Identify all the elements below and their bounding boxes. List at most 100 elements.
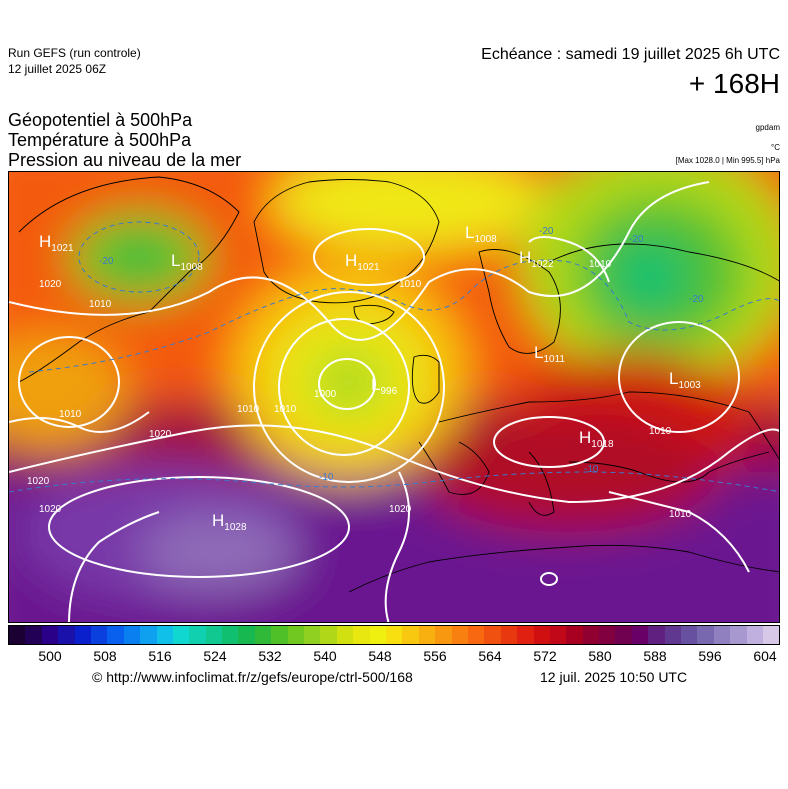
coastlines (18, 176, 779, 593)
isotherm-label: -10 (584, 464, 599, 475)
isobar-label: 1020 (27, 476, 50, 487)
colorbar-swatch (271, 626, 288, 644)
isobar-label: 1010 (274, 404, 297, 415)
colorbar-swatch (385, 626, 403, 644)
colorbar-tick: 580 (588, 648, 612, 664)
colorbar-swatch (238, 626, 255, 644)
colorbar-swatch (304, 626, 321, 644)
isotherm-label: -20 (629, 234, 644, 245)
low-pressure-center: L1011 (534, 343, 565, 365)
colorbar-swatch (418, 626, 436, 644)
colorbar-tick: 516 (148, 648, 172, 664)
title-pressure: Pression au niveau de la mer (8, 150, 242, 170)
colorbar-tick: 532 (258, 648, 282, 664)
isotherms (9, 221, 779, 493)
colorbar-swatch (730, 626, 747, 644)
colorbar-swatch (172, 626, 190, 644)
colorbar-ticks: 500 508 516 524 532 540 548 556 564 572 … (8, 648, 780, 668)
colorbar-swatch (107, 626, 124, 644)
colorbar-swatch (746, 626, 763, 644)
unit-geopotential: gpdam (755, 123, 780, 132)
high-pressure-center: H1021 (345, 251, 380, 273)
colorbar-swatch (9, 626, 26, 644)
colorbar-tick: 508 (93, 648, 117, 664)
colorbar-tick: 540 (313, 648, 337, 664)
isotherm-label: -20 (689, 294, 704, 305)
colorbar-tick: 596 (698, 648, 722, 664)
valid-time: Echéance : samedi 19 juillet 2025 6h UTC (481, 46, 780, 63)
colorbar-swatch (336, 626, 354, 644)
colorbar-swatch (599, 626, 616, 644)
isotherm-label: -20 (99, 256, 114, 267)
colorbar-swatch (320, 626, 337, 644)
colorbar-swatch (25, 626, 42, 644)
colorbar-swatch (402, 626, 419, 644)
isobar-label: 1020 (149, 429, 172, 440)
colorbar-tick: 524 (203, 648, 227, 664)
colorbar-swatch (697, 626, 714, 644)
low-pressure-center: L996 (371, 375, 398, 397)
colorbar-swatch (189, 626, 206, 644)
colorbar-swatch (549, 626, 567, 644)
low-pressure-center: L1008 (465, 223, 497, 245)
isobar-label: 1020 (39, 504, 62, 515)
colorbar-swatch (287, 626, 305, 644)
weather-map: 1020 1010 1010 1020 1020 1010 1000 1010 … (8, 171, 780, 623)
isobar-value-labels: 1020 1010 1010 1020 1020 1010 1000 1010 … (27, 259, 692, 520)
colorbar-swatch (517, 626, 534, 644)
title-geopotential: Géopotentiel à 500hPa (8, 110, 193, 130)
colorbar-swatch (615, 626, 632, 644)
colorbar-swatch (467, 626, 485, 644)
isotherm-label: -10 (319, 472, 334, 483)
colorbar-swatch (369, 626, 386, 644)
high-pressure-center: H1018 (579, 428, 614, 450)
colorbar-swatch (90, 626, 108, 644)
unit-pressure-range: [Max 1028.0 | Min 995.5] hPa (675, 156, 780, 165)
colorbar-tick: 564 (478, 648, 502, 664)
colorbar-swatch (451, 626, 468, 644)
colorbar-tick: 500 (38, 648, 62, 664)
map-canvas: 1020 1010 1010 1020 1020 1010 1000 1010 … (9, 172, 779, 622)
isobar-label: 1020 (389, 504, 412, 515)
colorbar-swatch (533, 626, 550, 644)
colorbar-swatch (74, 626, 91, 644)
isobar-label: 1010 (59, 409, 82, 420)
high-pressure-center: H1028 (212, 511, 247, 533)
geopotential-field (9, 172, 779, 622)
isobar-label: 1010 (89, 299, 112, 310)
colorbar-swatch (58, 626, 75, 644)
run-date: 12 juillet 2025 06Z (8, 62, 107, 76)
low-pressure-center: L1008 (171, 251, 203, 273)
colorbar-swatch (41, 626, 59, 644)
colorbar-swatch (484, 626, 501, 644)
colorbar-swatch (566, 626, 583, 644)
colorbar-swatch (500, 626, 518, 644)
high-pressure-center: H1022 (519, 248, 554, 270)
colorbar-tick: 556 (423, 648, 447, 664)
colorbar-swatch (664, 626, 682, 644)
title-temperature: Température à 500hPa (8, 130, 192, 150)
isobar-label: 1010 (237, 404, 260, 415)
colorbar-swatch (205, 626, 223, 644)
isobar-label: 1010 (399, 279, 422, 290)
colorbar-tick: 588 (643, 648, 667, 664)
source-credit[interactable]: © http://www.infoclimat.fr/z/gefs/europe… (92, 669, 413, 685)
isobar-label: 1010 (649, 426, 672, 437)
isobars (9, 181, 779, 622)
colorbar-swatch (713, 626, 731, 644)
run-label: Run GEFS (run controle) (8, 46, 141, 60)
isotherm-value-labels: -20 -20 -20 -20 -10 -10 (99, 226, 704, 483)
colorbar-swatch (222, 626, 239, 644)
colorbar-swatch (123, 626, 141, 644)
colorbar-tick: 604 (753, 648, 777, 664)
colorbar-swatch (254, 626, 272, 644)
colorbar-swatch (681, 626, 698, 644)
pressure-centers: H1021 L1008 H1021 L1008 H1022 L996 L1011 L1003 H… (39, 223, 701, 533)
colorbar-swatch (353, 626, 370, 644)
unit-temperature: °C (771, 143, 780, 152)
colorbar-swatch (631, 626, 649, 644)
high-pressure-center: H1021 (39, 232, 74, 254)
low-pressure-center: L1003 (669, 369, 701, 391)
lead-time: + 168H (688, 68, 780, 99)
colorbar-swatch (762, 626, 780, 644)
